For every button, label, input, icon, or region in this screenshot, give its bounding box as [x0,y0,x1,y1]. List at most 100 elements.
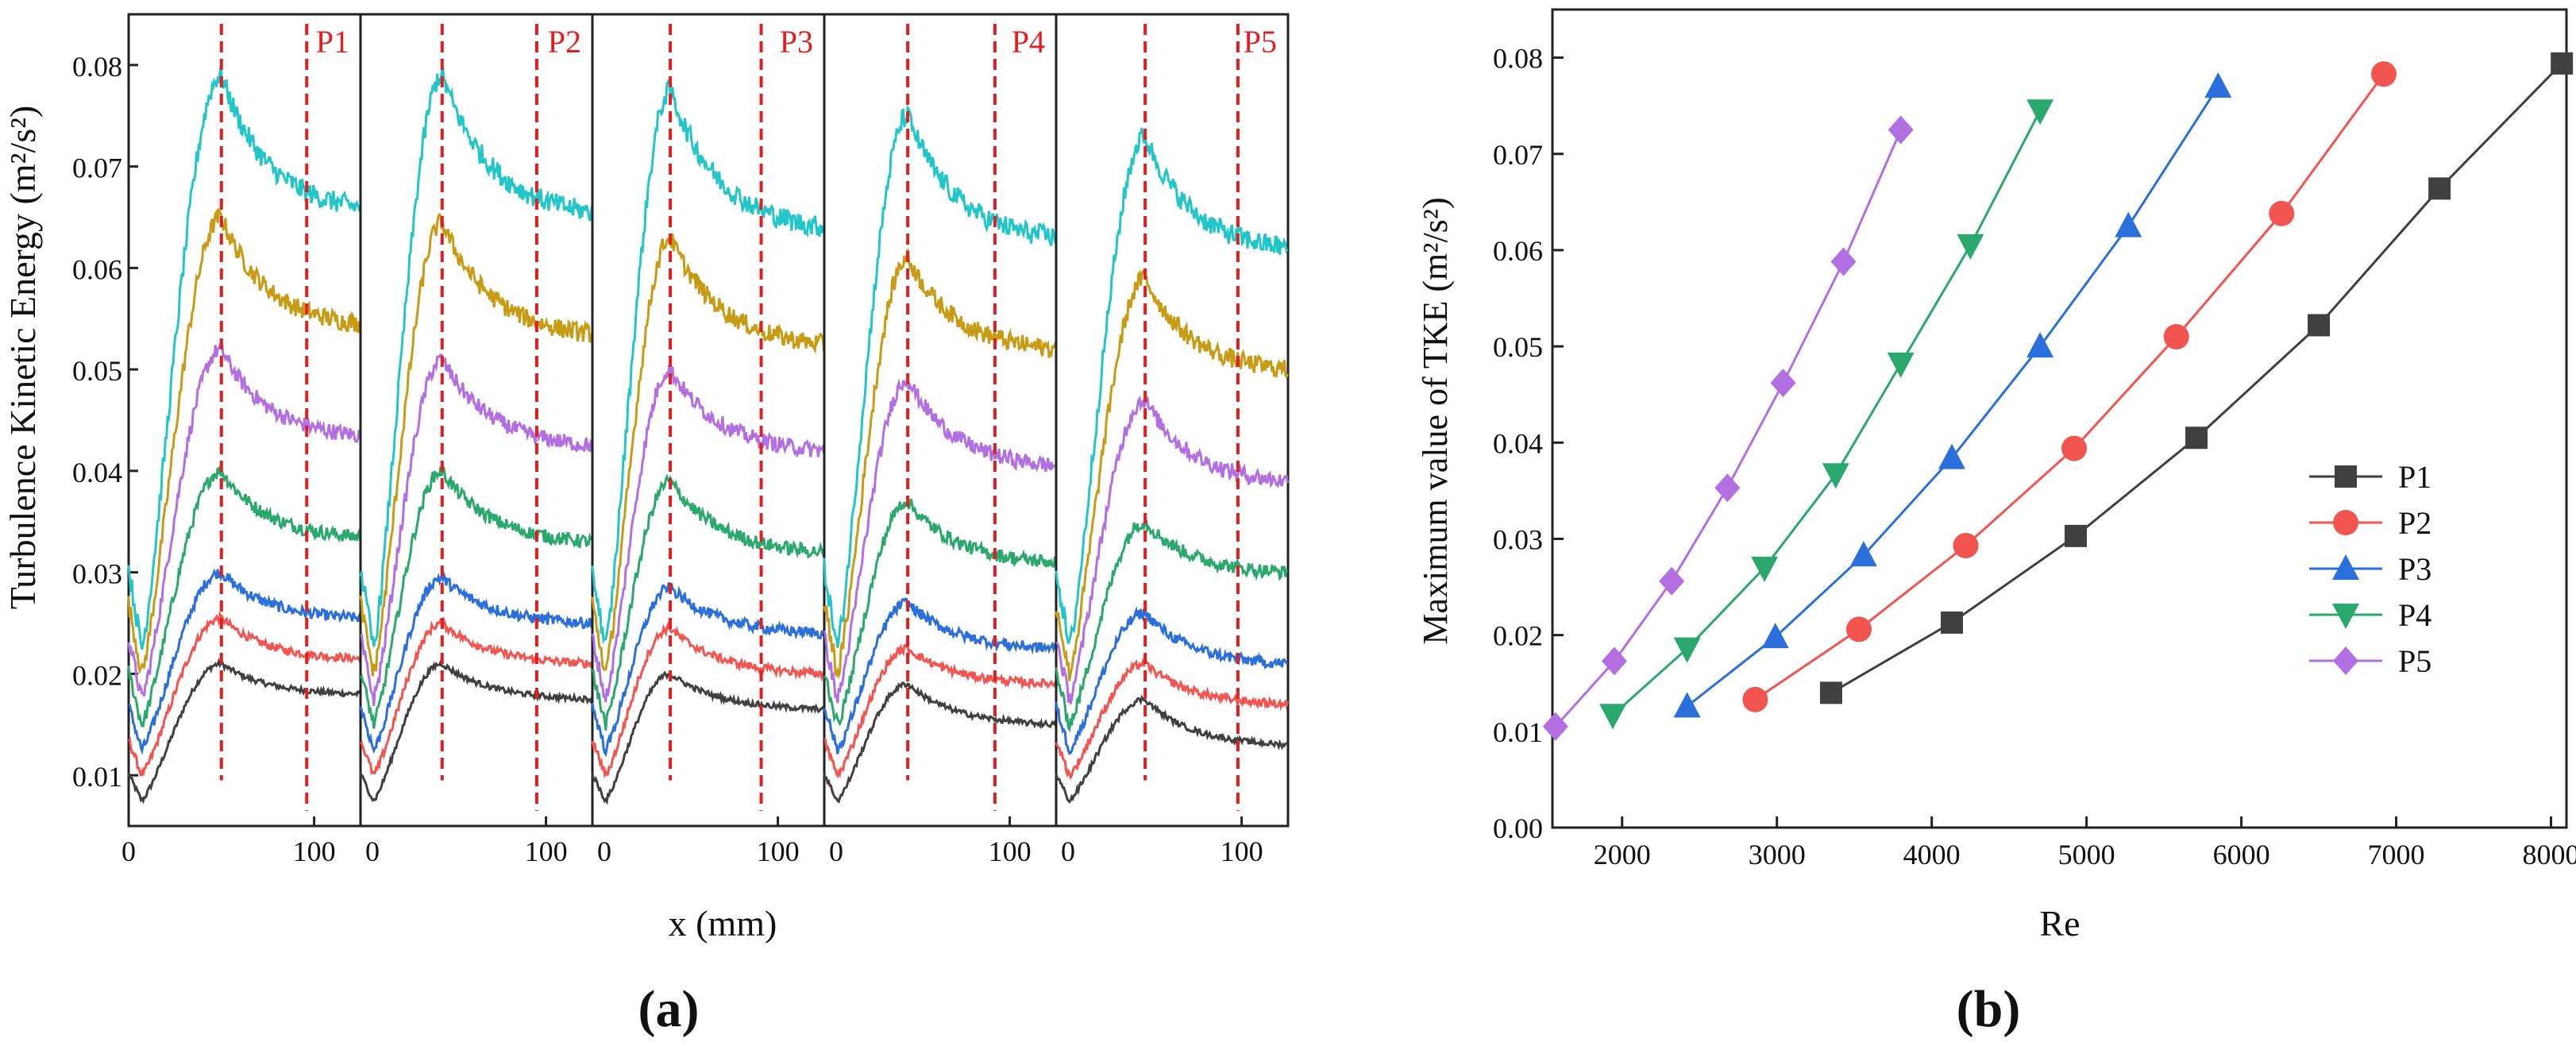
panel-b-y-tick-label: 0.08 [1493,43,1543,75]
panel-a-x-axis-label: x (mm) [669,903,777,944]
panel-b-p3-point [2115,211,2142,237]
panel-a-subplot-p2: 0 100 P2 [359,13,594,867]
panel-a-p4-red-curve [823,643,1057,779]
panel-b-p5-point [1601,647,1627,676]
panel-b-p5-point [1714,473,1741,503]
panel-b-p3-point [1849,541,1877,567]
panel-b-legend: P1 P2 P3 P4 P5 [2309,459,2431,679]
panel-b-caption: (b) [1957,980,2021,1038]
panel-b-p1-point [1819,681,1842,704]
panel-b-y-tick-label: 0.03 [1493,523,1543,555]
panel-b-plot-frame [1551,8,2568,829]
panel-a-p3-red-curve [591,620,825,779]
panel-a-p3-black-curve [591,670,825,805]
panel-b-p4-point [1957,234,1984,260]
panel-a-p2-purple-curve [360,353,593,706]
panel-b-p2-point [1742,686,1768,712]
panel-b-x-tick-label: 7000 [2368,839,2425,870]
panel-a-p5-gold-curve [1055,269,1289,681]
panel-a-subplot-frame [127,13,362,828]
panel-a-p5-black-curve [1055,694,1288,804]
panel-b-p4-point [1751,556,1779,582]
panel-a-x-tick-label: 0 [121,836,136,867]
panel-a-p3-blue-curve [591,581,825,758]
panel-b-p2-point [2061,435,2088,461]
panel-a-y-tick-label: 0.01 [72,761,122,793]
panel-b-series-p4 [1599,99,2054,730]
panel-a-y-tick-label: 0.03 [72,558,122,590]
panel-a-caption: (a) [638,980,700,1038]
panel-b-p4-point [1673,637,1701,663]
panel-a-x-tick-label: 0 [365,836,380,867]
panel-b-series-p1 [1819,52,2574,704]
panel-a-x-tick-label: 0 [1061,836,1075,867]
panel-a-subplot-p4: 0 100 P4 [823,13,1058,867]
panel-b-p3-point [2026,332,2054,358]
panel-a-subplot-label: P3 [780,24,813,60]
panel-b-p2-point [2269,200,2295,226]
panel-b-y-axis-label: Maximum value of TKE (m²/s²) [1416,197,1455,644]
panel-a-p5-blue-curve [1055,606,1289,755]
panel-a-y-tick-label: 0.08 [72,51,122,83]
panel-a-p1-purple-curve [127,338,361,697]
panel-a-p4-blue-curve [823,597,1057,755]
panel-b-y-tick-label: 0.02 [1493,620,1543,652]
panel-a-p4-cyan-curve [823,104,1057,648]
panel-a-p2-cyan-curve [359,67,593,647]
panel-b-y-tick-label: 0.01 [1493,716,1543,748]
panel-a-subplot-p3: 0 100 P3 [591,13,826,867]
panel-b-p3-point [1938,443,1966,469]
panel-b-p1-point [2185,427,2208,450]
panel-a-p1-cyan-curve [127,64,361,650]
panel-b-x-tick-label: 6000 [2213,839,2270,870]
panel-b-legend-marker [2335,465,2357,488]
panel-b-legend-marker [2333,647,2358,675]
panel-a-p4-purple-curve [823,378,1057,704]
panel-a-p4-green-curve [823,498,1057,727]
panel-b-p4-line [1612,110,2042,716]
panel-a-y-axis-label: Turbulence Kinetic Energy (m²/s²) [2,106,43,609]
panel-b-p5-point [1542,712,1568,741]
panel-b-max-tke-vs-re: 0.00 0.01 0.02 0.03 0.04 0.05 0.06 0.07 0.08 2000… [1416,8,2576,1038]
panel-b-p4-point [2026,99,2054,125]
panel-a-x-tick-label: 100 [525,836,568,867]
panel-a-subplot-label: P5 [1244,24,1277,60]
panel-a-x-tick-label: 0 [829,836,843,867]
panel-a-x-tick-label: 100 [1221,836,1263,867]
panel-a-p5-purple-curve [1055,395,1289,704]
panel-a-y-tick-label: 0.05 [72,355,122,387]
panel-a-p4-gold-curve [823,249,1057,680]
panel-b-legend-label: P4 [2398,597,2431,633]
panel-b-p4-point [1887,352,1915,378]
panel-b-x-tick-label: 8000 [2523,839,2576,870]
panel-b-p2-point [1953,532,1979,558]
panel-b-x-tick-label: 4000 [1903,839,1961,870]
panel-b-p5-point [1770,369,1796,398]
panel-a-subplot-frame [1055,13,1290,828]
panel-b-p1-point [1941,611,1964,634]
panel-b-series-p3 [1673,71,2232,718]
panel-a-p1-black-curve [127,657,361,805]
panel-b-series-p5 [1542,115,1914,741]
panel-b-p2-point [1846,616,1872,643]
panel-b-y-tick-label: 0.06 [1493,235,1543,267]
panel-b-y-tick-label: 0.04 [1493,427,1543,459]
panel-b-p5-point [1659,566,1685,596]
panel-b-p5-point [1888,115,1914,145]
panel-b-plot: 0.00 0.01 0.02 0.03 0.04 0.05 0.06 0.07 0.08 2000… [1493,8,2576,870]
panel-b-p1-line [1830,62,2563,694]
panel-a-p2-red-curve [360,616,593,775]
panel-a-p5-cyan-curve [1055,127,1289,644]
panel-a-p3-cyan-curve [591,76,825,645]
panel-a-p1-red-curve [128,611,361,777]
panel-a-x-tick-label: 0 [597,836,611,867]
panel-b-x-tick-label: 5000 [2058,839,2115,870]
panel-b-legend-label: P5 [2398,643,2431,679]
panel-b-p3-point [1761,623,1789,649]
panel-a-p1-gold-curve [127,206,361,674]
panel-a-x-tick-label: 100 [989,836,1032,867]
panel-a-y-tick-label: 0.06 [72,253,122,285]
